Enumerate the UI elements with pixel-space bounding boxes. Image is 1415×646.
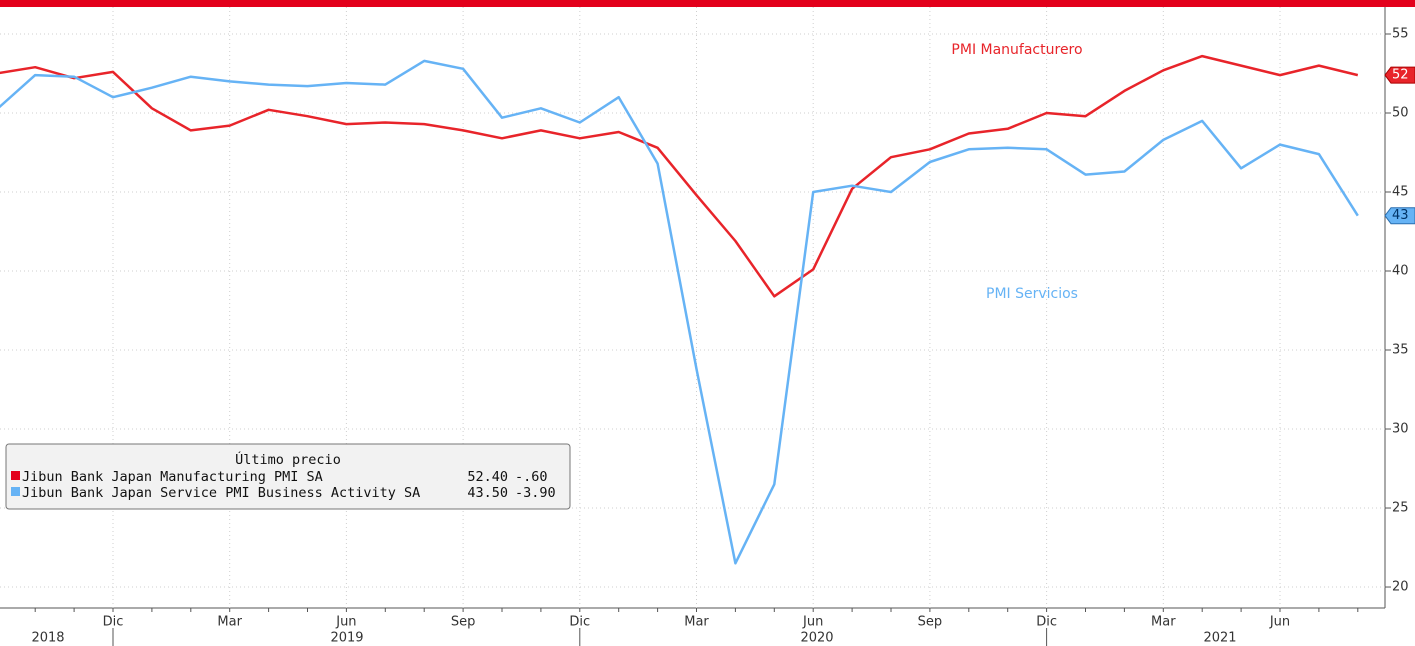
x-tick-label: Dic: [103, 615, 124, 630]
annotation: PMI Servicios: [986, 286, 1078, 302]
y-tick-label: 20: [1392, 580, 1409, 595]
plot: 20 25 30 35 40 45 50 55 Dic Mar Jun Sep Dic Mar Jun Sep…: [0, 7, 1409, 646]
y-tick-label: 30: [1392, 422, 1409, 437]
legend-box: [5, 443, 571, 510]
legend-last: 52.40: [467, 469, 508, 485]
last-value-label: 43: [1392, 208, 1409, 223]
y-tick-label: 50: [1392, 106, 1409, 121]
y-tick-label: 55: [1392, 27, 1409, 42]
series-line: [0, 59, 1359, 565]
top-bar: [0, 0, 1415, 7]
legend-entry: Jibun Bank Japan Manufacturing PMI SA: [22, 469, 323, 485]
legend: Último precio Jibun Bank Japan Manufactu…: [5, 443, 571, 510]
x-tick-label: Sep: [451, 615, 476, 630]
year-label: 2020: [800, 631, 833, 646]
y-tick-label: 35: [1392, 343, 1409, 358]
series-line: [0, 54, 1359, 298]
year-label: 2019: [330, 631, 363, 646]
y-tick-label: 45: [1392, 185, 1409, 200]
y-tick-label: 25: [1392, 501, 1409, 516]
legend-last: 43.50: [467, 485, 508, 501]
last-value-label: 52: [1392, 68, 1409, 83]
annotation: PMI Manufacturero: [951, 42, 1082, 58]
x-tick-label: Jun: [1269, 615, 1290, 630]
x-tick-label: Jun: [335, 615, 356, 630]
legend-swatch: [11, 487, 20, 496]
legend-swatch: [11, 471, 20, 480]
x-tick-label: Dic: [569, 615, 590, 630]
last-value-tag: [1384, 66, 1415, 84]
legend-change: -.60: [515, 469, 548, 485]
x-tick-label: Mar: [217, 615, 242, 630]
y-tick-label: 40: [1392, 264, 1409, 279]
legend-entry: Jibun Bank Japan Service PMI Business Ac…: [22, 485, 420, 501]
year-label: 2018: [31, 631, 64, 646]
x-tick-label: Sep: [918, 615, 943, 630]
legend-title: Último precio: [235, 450, 341, 468]
last-value-tag: [1384, 207, 1415, 225]
year-label: 2021: [1203, 631, 1236, 646]
x-tick-label: Dic: [1036, 615, 1057, 630]
x-tick-label: Jun: [802, 615, 823, 630]
legend-change: -3.90: [515, 485, 556, 501]
x-tick-label: Mar: [1151, 615, 1176, 630]
x-tick-label: Mar: [684, 615, 709, 630]
